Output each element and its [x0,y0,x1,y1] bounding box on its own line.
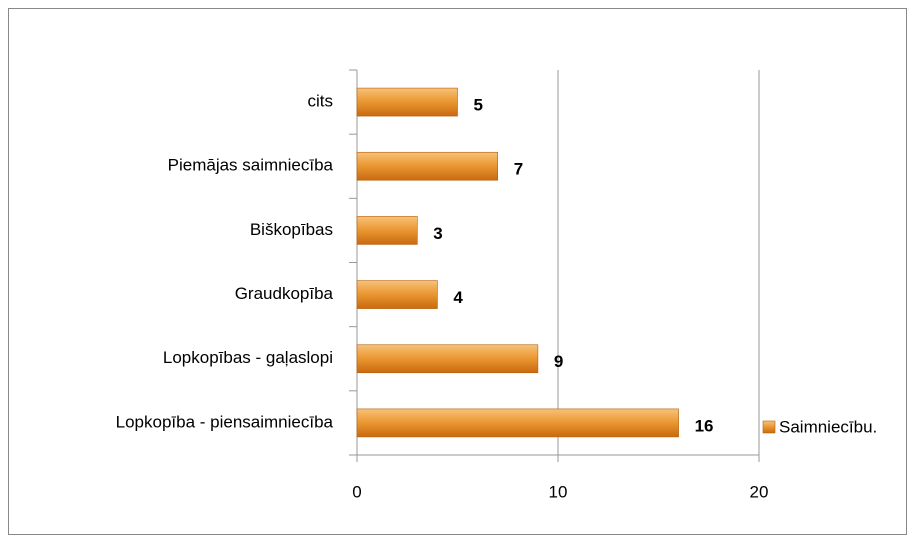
data-label: 16 [695,416,714,435]
data-label: 4 [453,288,463,307]
legend-marker [762,420,776,434]
y-tick-label: Lopkopības - gaļaslopi [163,348,333,367]
bar [356,87,458,117]
bar [356,344,539,374]
x-tick-label: 10 [549,482,568,501]
x-tick-label: 0 [352,482,361,501]
x-tick-label: 20 [750,482,769,501]
bar [356,408,679,438]
data-label: 7 [514,160,523,179]
data-label: 5 [474,96,483,115]
data-label: 3 [433,224,442,243]
chart-border [8,8,907,535]
y-tick-label: Biškopības [250,220,333,239]
y-tick-label: Lopkopība - piensaimniecība [116,412,334,431]
y-tick-label: Piemājas saimniecība [168,156,334,175]
data-label: 9 [554,352,563,371]
bar [356,151,498,181]
y-tick-label: cits [308,92,334,111]
y-tick-label: Graudkopība [235,284,334,303]
bar [356,280,438,309]
legend-label: Saimniecību. [779,417,877,436]
bar [356,216,418,245]
